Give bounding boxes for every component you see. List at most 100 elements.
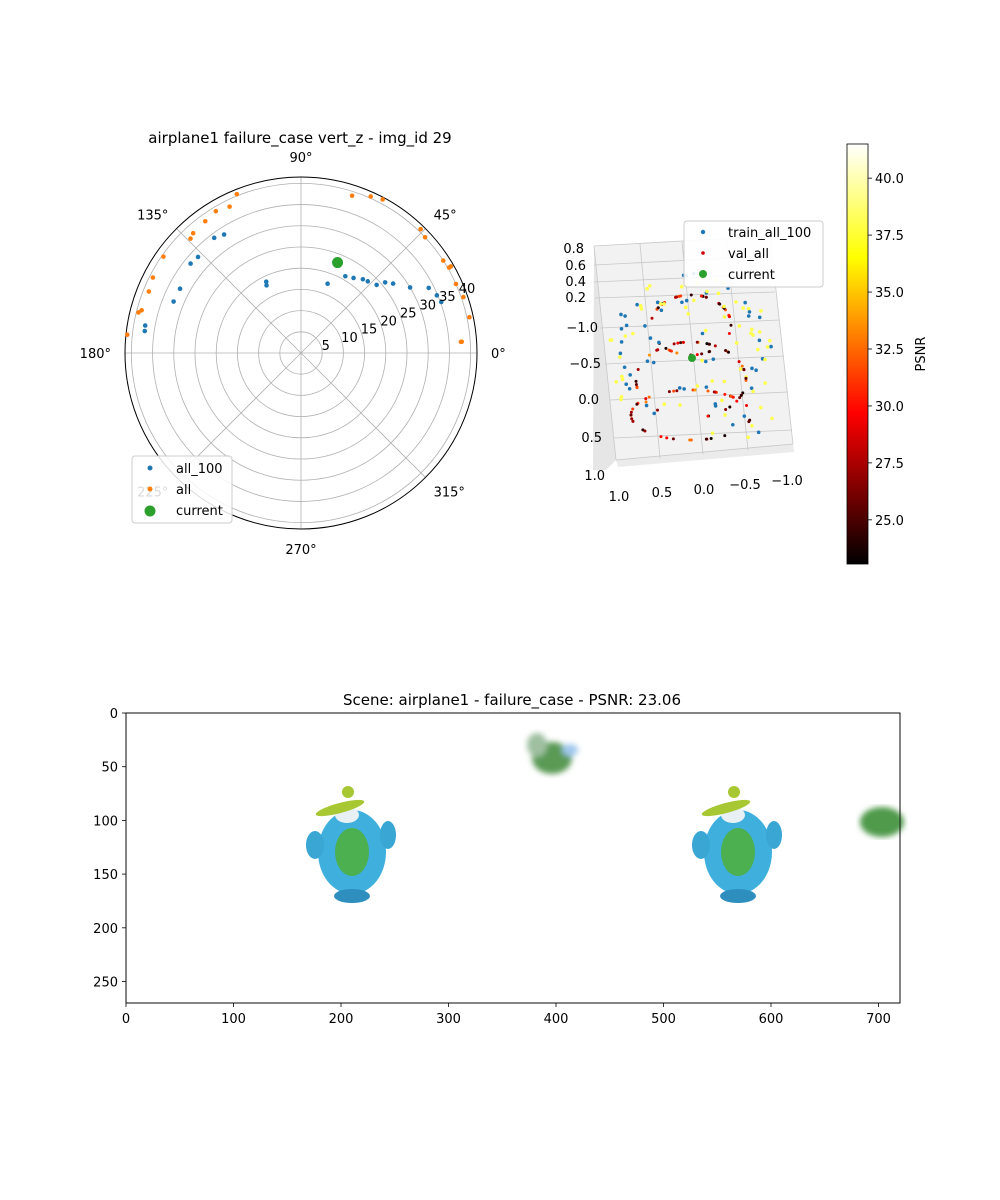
3d-point-val xyxy=(729,323,733,327)
3d-point-val xyxy=(742,368,746,372)
3d-plot: 0.2 0.4 0.6 0.8 −1.0 −0.5 0.0 0.5 1.0 1.… xyxy=(563,220,824,505)
polar-theta-tick-label: 90° xyxy=(289,151,312,166)
polar-outer-ring xyxy=(124,176,478,530)
3d-point-val xyxy=(735,399,739,403)
3d-point-val xyxy=(706,389,710,393)
legend-marker-current xyxy=(144,505,156,517)
colorbar-tick-label: 32.5 xyxy=(875,343,904,358)
polar-r-tick-label: 20 xyxy=(380,315,397,330)
legend-label-val-all: val_all xyxy=(728,247,769,262)
3d-point-val xyxy=(636,367,640,371)
3d-point-train xyxy=(722,304,726,309)
3d-point-train xyxy=(734,300,738,304)
legend-marker-val-all xyxy=(701,251,705,255)
3d-point-train xyxy=(763,381,768,385)
3d-point-val xyxy=(693,388,697,392)
image-y-tick-label: 250 xyxy=(93,976,118,991)
image-x-tick-label: 100 xyxy=(221,1012,246,1027)
image-x-tick-label: 700 xyxy=(866,1012,891,1027)
3d-point-train xyxy=(651,360,656,365)
polar-grid-spoke xyxy=(176,228,302,354)
image-y-tick-label: 50 xyxy=(101,761,118,776)
3d-ztick-3: 0.8 xyxy=(563,242,584,257)
3d-point-train xyxy=(746,314,751,318)
3d-point-train xyxy=(628,373,632,377)
polar-point-all-100 xyxy=(343,273,348,279)
3d-point-val xyxy=(629,413,633,417)
3d-point-train xyxy=(644,403,649,408)
3d-point-train xyxy=(747,310,752,314)
image-x-tick-label: 300 xyxy=(436,1012,461,1027)
3d-point-train xyxy=(623,334,628,338)
polar-point-all-100 xyxy=(434,293,440,298)
polar-grid-spoke xyxy=(300,228,426,354)
colorbar-tick-label: 35.0 xyxy=(875,286,904,301)
3d-point-train xyxy=(703,359,708,364)
polar-point-all-100 xyxy=(365,279,371,284)
polar-point-current xyxy=(332,257,344,269)
3d-point-val xyxy=(629,410,633,414)
3d-point-train xyxy=(620,377,625,382)
3d-point-train xyxy=(695,384,700,388)
3d-point-train xyxy=(643,324,647,328)
3d-point-train xyxy=(713,402,718,406)
polar-point-all xyxy=(136,310,141,315)
3d-point-val xyxy=(675,389,679,393)
3d-point-val xyxy=(727,350,731,354)
3d-point-val xyxy=(744,376,748,380)
polar-theta-tick-label: 135° xyxy=(137,208,168,223)
3d-point-val xyxy=(695,340,699,344)
colorbar-tick-label: 25.0 xyxy=(875,514,904,529)
3d-point-train xyxy=(619,340,624,344)
3d-point-val xyxy=(672,389,676,393)
3d-point-train xyxy=(759,309,763,313)
3d-xtick-3: −0.5 xyxy=(729,478,761,493)
3d-point-train xyxy=(622,365,627,370)
polar-point-all xyxy=(453,281,459,287)
3d-point-train xyxy=(705,289,709,294)
polar-point-all xyxy=(190,230,196,236)
3d-point-val xyxy=(635,386,639,390)
3d-point-train xyxy=(619,327,624,331)
3d-point-train xyxy=(618,355,622,359)
3d-point-val xyxy=(665,436,669,440)
3d-point-train xyxy=(750,327,754,332)
3d-point-val xyxy=(724,408,728,412)
legend-marker-current-3d xyxy=(699,270,707,278)
3d-point-train xyxy=(722,315,727,319)
3d-point-train xyxy=(710,431,715,436)
3d-point-train xyxy=(624,382,629,387)
3d-point-train xyxy=(620,374,624,379)
3d-point-train xyxy=(647,283,652,288)
3d-point-val xyxy=(631,419,635,423)
3d-point-train xyxy=(746,435,750,440)
colorbar-ticks: 25.0 27.5 30.0 32.5 35.0 37.5 40.0 xyxy=(868,172,904,529)
3d-point-train xyxy=(750,366,754,371)
polar-r-tick-label: 10 xyxy=(341,331,358,346)
3d-point-val xyxy=(672,342,676,346)
3d-point-train xyxy=(631,331,635,336)
3d-point-train xyxy=(765,345,770,349)
3d-point-train xyxy=(751,389,755,394)
3d-ytick-1: 0.5 xyxy=(581,431,602,446)
scene-image-plot: Scene: airplane1 - failure_case - PSNR: … xyxy=(93,691,904,1027)
polar-theta-tick-label: 315° xyxy=(434,486,465,501)
polar-point-all xyxy=(146,289,152,294)
3d-point-val xyxy=(713,344,717,348)
3d-point-val xyxy=(644,400,648,404)
3d-point-train xyxy=(734,341,739,345)
3d-point-train xyxy=(623,314,627,318)
3d-point-train xyxy=(757,330,762,334)
3d-point-val xyxy=(739,393,743,397)
polar-point-all-100 xyxy=(142,328,148,334)
3d-point-val xyxy=(740,364,744,368)
3d-point-train xyxy=(749,386,754,390)
colorbar-tick-label: 30.0 xyxy=(875,400,904,415)
3d-point-train xyxy=(738,367,743,371)
3d-point-val xyxy=(705,342,709,346)
3d-point-train xyxy=(677,386,682,390)
polar-point-all xyxy=(458,339,464,345)
polar-point-all-100 xyxy=(263,279,269,285)
3d-point-train xyxy=(700,358,704,363)
3d-point-val xyxy=(707,350,711,354)
